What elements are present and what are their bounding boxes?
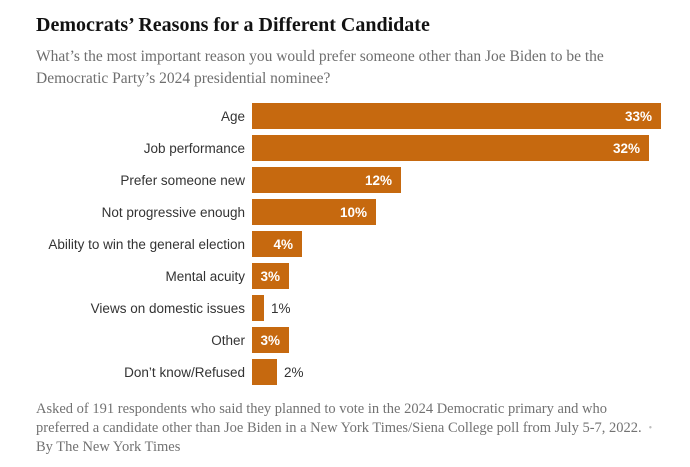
bar-track: 4% [252, 231, 662, 257]
chart-footnote: Asked of 191 respondents who said they p… [36, 400, 662, 457]
footnote-text: Asked of 191 respondents who said they p… [36, 401, 642, 436]
bar-row: Not progressive enough 10% [36, 199, 662, 225]
value-label: 12% [364, 172, 392, 188]
category-label: Age [220, 108, 245, 124]
bar: 33% [252, 103, 661, 129]
category-label: Prefer someone new [120, 172, 245, 188]
bar-track: 3% [252, 327, 662, 353]
bar [252, 295, 264, 321]
bar: 12% [252, 167, 401, 193]
value-label: 10% [339, 204, 367, 220]
bar-row: Age 33% [36, 103, 662, 129]
value-label: 1% [271, 300, 291, 316]
bar: 3% [252, 263, 289, 289]
bar-row: Mental acuity 3% [36, 263, 662, 289]
bar-track: 10% [252, 199, 662, 225]
category-label: Views on domestic issues [90, 300, 245, 316]
value-label: 2% [284, 364, 304, 380]
bar-row: Other 3% [36, 327, 662, 353]
bar-track: 33% [252, 103, 662, 129]
category-label: Mental acuity [165, 268, 245, 284]
bar: 3% [252, 327, 289, 353]
bar-row: Job performance 32% [36, 135, 662, 161]
value-label: 4% [273, 236, 293, 252]
bar-track: 12% [252, 167, 662, 193]
chart-subtitle: What’s the most important reason you wou… [36, 48, 604, 87]
value-label: 3% [260, 332, 280, 348]
bar-row: Don’t know/Refused 2% [36, 359, 662, 385]
bar-chart: Age 33% Job performance 32% Prefer someone n… [36, 103, 662, 385]
bar-row: Views on domestic issues 1% [36, 295, 662, 321]
bar: 10% [252, 199, 376, 225]
bar-track: 3% [252, 263, 662, 289]
bar-track: 32% [252, 135, 662, 161]
value-label: 32% [612, 140, 640, 156]
byline: By The New York Times [36, 439, 181, 455]
value-label: 33% [624, 108, 652, 124]
category-label: Job performance [143, 140, 245, 156]
bar [252, 359, 277, 385]
category-label: Ability to win the general election [48, 236, 245, 252]
category-label: Other [211, 332, 245, 348]
bar-track: 1% [252, 295, 662, 321]
bar: 32% [252, 135, 649, 161]
bar-row: Ability to win the general election 4% [36, 231, 662, 257]
bar-row: Prefer someone new 12% [36, 167, 662, 193]
chart-title: Democrats’ Reasons for a Different Candi… [36, 14, 430, 36]
bar: 4% [252, 231, 302, 257]
category-label: Don’t know/Refused [124, 364, 245, 380]
bar-track: 2% [252, 359, 662, 385]
category-label: Not progressive enough [101, 204, 245, 220]
value-label: 3% [260, 268, 280, 284]
bullet-separator-icon: • [648, 423, 653, 434]
